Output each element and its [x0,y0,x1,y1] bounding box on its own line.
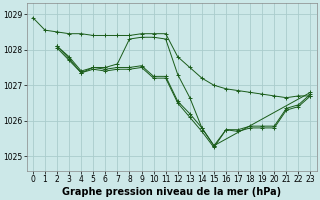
X-axis label: Graphe pression niveau de la mer (hPa): Graphe pression niveau de la mer (hPa) [62,187,281,197]
